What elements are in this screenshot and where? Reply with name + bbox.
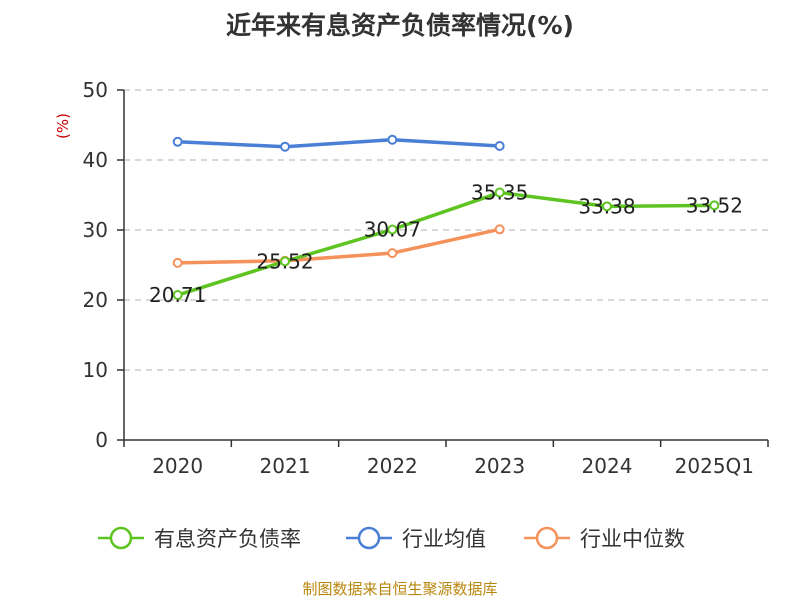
legend-item[interactable]: 行业均值	[346, 526, 486, 551]
data-point	[172, 136, 183, 147]
legend[interactable]: 有息资产负债率 行业均值 行业中位数	[98, 526, 685, 551]
y-axis-unit: (%)	[54, 113, 72, 139]
data-label: 35.35	[471, 181, 528, 205]
data-label: 20.71	[149, 283, 206, 307]
x-tick-label: 2024	[582, 454, 633, 478]
legend-item[interactable]: 行业中位数	[524, 526, 685, 551]
legend-marker	[535, 526, 559, 550]
data-point	[494, 187, 505, 198]
x-tick-label: 2020	[152, 454, 203, 478]
data-labels: 20.71 25.52 30.07 35.35 33.38 33.52	[149, 181, 743, 307]
series-line	[177, 137, 500, 149]
data-point	[280, 141, 290, 152]
legend-marker	[357, 526, 381, 550]
legend-marker	[109, 526, 133, 550]
series-lines	[172, 134, 720, 301]
legend-label: 有息资产负债率	[154, 527, 301, 551]
y-tick-label: 50	[83, 78, 108, 102]
data-point	[387, 224, 398, 235]
y-tick-label: 30	[83, 218, 108, 242]
y-tick-label: 40	[83, 148, 108, 172]
data-point	[172, 290, 183, 301]
data-label: 33.38	[578, 194, 635, 218]
legend-item[interactable]: 有息资产负债率	[98, 526, 301, 551]
x-tick-label: 2022	[367, 454, 418, 478]
data-point	[280, 256, 290, 267]
x-tick-label: 2021	[260, 454, 311, 478]
data-point	[172, 257, 183, 268]
x-tick-label: 2025Q1	[675, 454, 754, 478]
series-line	[177, 227, 501, 265]
data-point	[494, 224, 505, 235]
data-point	[494, 141, 505, 151]
axes: 0 10 20 30 40 50 2020 2021 2022 2023 2024 2025Q1 (%)	[54, 78, 769, 478]
data-point	[387, 248, 398, 259]
data-label: 30.07	[364, 218, 421, 242]
data-point	[602, 201, 612, 212]
y-tick-label: 10	[83, 358, 108, 382]
legend-label: 行业中位数	[580, 527, 685, 551]
x-tick-label: 2023	[474, 454, 525, 478]
y-tick-label: 20	[83, 288, 108, 312]
data-label: 25.52	[256, 249, 313, 273]
grid-lines	[124, 89, 768, 371]
data-label: 33.52	[686, 193, 743, 217]
source-note: 制图数据来自恒生聚源数据库	[302, 580, 498, 598]
chart-title: 近年来有息资产负债率情况(%)	[226, 11, 574, 40]
data-point	[387, 134, 398, 145]
y-tick-label: 0	[95, 428, 108, 452]
series-line	[177, 190, 715, 297]
legend-label: 行业均值	[402, 527, 486, 551]
data-point	[709, 200, 720, 211]
